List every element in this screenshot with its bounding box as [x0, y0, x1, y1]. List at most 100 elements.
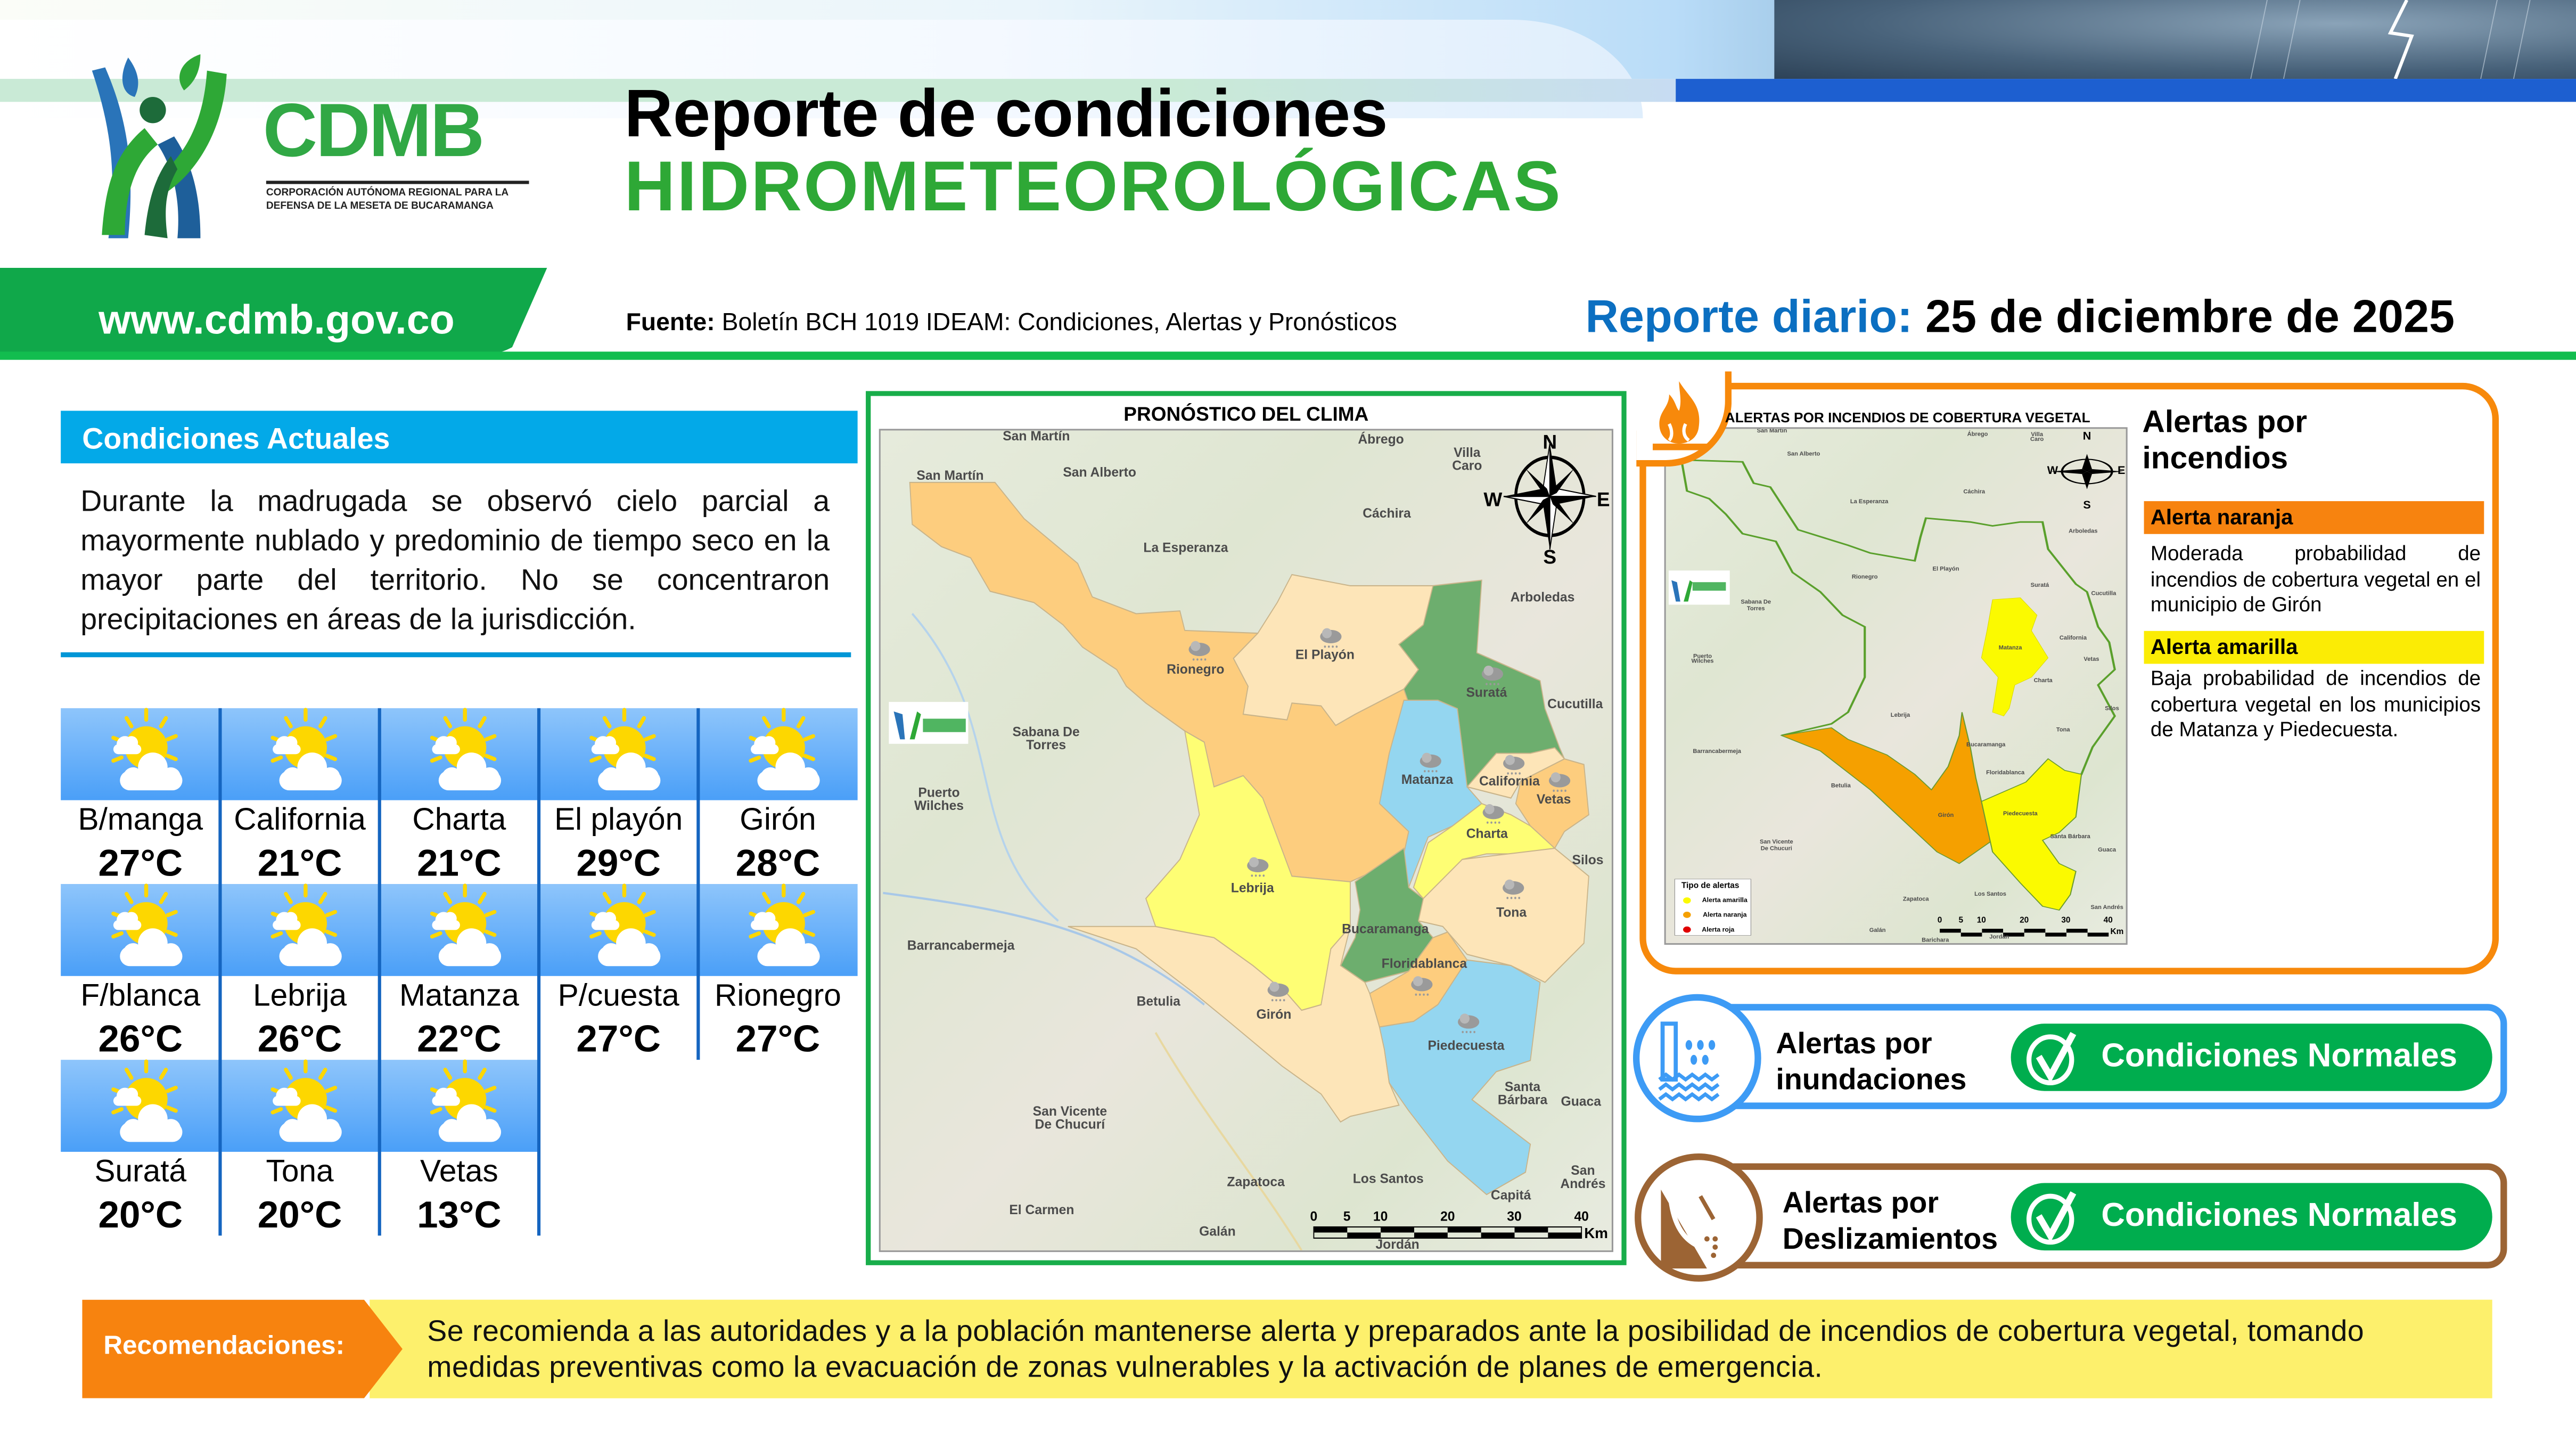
- fire-alerts-map[interactable]: San Martín Ábrego Villa Caro San Alberto Các…: [1664, 427, 2128, 945]
- map-place-label: San Alberto: [1063, 464, 1136, 480]
- city-temperature: 21°C: [257, 841, 342, 884]
- city-name: Matanza: [399, 979, 519, 1014]
- map-place-label: Suratá: [2030, 581, 2049, 588]
- weather-map[interactable]: San Martín San Martín San Alberto Ábrego Vil…: [879, 429, 1613, 1252]
- region-el-playon[interactable]: [1233, 574, 1434, 726]
- city-temperature: 13°C: [417, 1193, 502, 1236]
- flood-status-badge: Condiciones Normales: [2011, 1024, 2492, 1091]
- rain-cloud-icon: [1503, 755, 1525, 775]
- rain-cloud-icon: [1267, 981, 1289, 1002]
- orange-alert-text: Moderada probabilidad de incendios de co…: [2150, 542, 2481, 617]
- map-place-label: 40: [2103, 916, 2113, 926]
- flood-icon-badge: [1632, 994, 1761, 1123]
- weather-card: Charta 21°C: [379, 708, 539, 884]
- scale-bar-segment: [1314, 1227, 1348, 1233]
- river-line: [1154, 1032, 1303, 1251]
- map-place-label: Barichara: [1922, 936, 1949, 944]
- storm-sky-image: [1774, 0, 2576, 80]
- header-blue-band: [1676, 79, 2576, 102]
- scale-bar-segment: [1481, 1232, 1515, 1238]
- map-place-label: Sabana De Torres: [1012, 724, 1080, 753]
- region-matanza[interactable]: [1379, 699, 1483, 889]
- region-lebrija[interactable]: [1145, 730, 1351, 1011]
- map-place-label: 5: [1958, 916, 1964, 926]
- jurisdiction-boundary: [1680, 459, 2116, 775]
- landslide-icon-badge: [1635, 1153, 1763, 1282]
- flood-status-text: Condiciones Normales: [2101, 1038, 2458, 1075]
- scale-bar-segment: [1381, 1227, 1414, 1233]
- fire-region-giron[interactable]: [1779, 712, 1993, 864]
- page-title: Reporte de condiciones: [624, 75, 1388, 151]
- city-name: Vetas: [420, 1155, 498, 1190]
- map-place-label: S: [1543, 545, 1557, 569]
- fire-icon-badge: [1636, 371, 1732, 467]
- map-place-label: Sabana De Torres: [1741, 599, 1771, 611]
- source-label: Fuente:: [626, 309, 715, 337]
- map-place-label: Jordán: [1375, 1237, 1420, 1251]
- current-conditions-divider: [61, 652, 851, 658]
- rain-cloud-icon: [1188, 641, 1210, 661]
- report-date: Reporte diario: 25 de diciembre de 2025: [1586, 291, 2455, 343]
- map-place-label: Piedecuesta: [1428, 1038, 1505, 1053]
- weather-icon-area: [220, 1059, 380, 1152]
- map-place-label: S: [2083, 501, 2091, 512]
- landslide-title-line1: Alertas por: [1782, 1186, 1939, 1219]
- scale-bar-segment: [1940, 929, 1961, 933]
- website-tab: [0, 267, 547, 355]
- map-place-label: San Vicente De Chucurí: [1032, 1104, 1107, 1133]
- city-temperature: 22°C: [417, 1017, 502, 1060]
- map-place-label: Jordán: [1989, 934, 2009, 941]
- map-place-label: 0: [1937, 916, 1942, 926]
- city-name: Suratá: [94, 1155, 187, 1190]
- map-place-label: Bucaramanga: [1966, 740, 2006, 748]
- weather-grid: B/manga 27°C California 21°C Charta 21°C El pl…: [61, 708, 858, 1236]
- scale-bar-segment: [2024, 929, 2046, 933]
- city-name: F/blanca: [80, 979, 201, 1014]
- map-place-label: Vetas: [1536, 792, 1571, 808]
- region-tona[interactable]: [1417, 847, 1589, 983]
- region-piedecuesta[interactable]: [1379, 959, 1541, 1196]
- orange-alert-label: Alerta naranja: [2144, 501, 2484, 534]
- logo-subtitle: CORPORACIÓN AUTÓNOMA REGIONAL PARA LA DE…: [266, 181, 529, 214]
- map-place-label: La Esperanza: [1850, 498, 1889, 505]
- weather-icon-area: [61, 708, 220, 800]
- map-place-label: W: [1483, 487, 1503, 511]
- map-place-label: Girón: [1938, 812, 1954, 819]
- fire-map-title: ALERTAS POR INCENDIOS DE COBERTURA VEGET…: [1725, 409, 2090, 426]
- city-name: El playón: [554, 803, 683, 838]
- weather-card: California 21°C: [220, 708, 380, 884]
- map-place-label: Los Santos: [1974, 890, 2006, 898]
- city-name: California: [234, 803, 366, 838]
- region-vetas[interactable]: [1515, 758, 1589, 849]
- map-place-label: Guaca: [1561, 1094, 1602, 1109]
- map-place-label: E: [2118, 465, 2126, 478]
- map-place-label: Rionegro: [1167, 662, 1225, 677]
- yellow-alert-label: Alerta amarilla: [2144, 631, 2484, 664]
- rain-cloud-icon: [1481, 665, 1504, 685]
- map-place-label: Rionegro: [1851, 574, 1878, 581]
- map-place-label: Barrancabermeja: [1693, 747, 1742, 755]
- fire-map-legend: [1674, 879, 1751, 936]
- map-place-label: E: [1596, 487, 1610, 511]
- partly-cloudy-icon: [270, 883, 342, 967]
- city-name: Charta: [412, 803, 506, 838]
- yellow-alert-text: Baja probabilidad de incendios de cobert…: [2150, 667, 2481, 742]
- fire-region-matanza[interactable]: [1981, 597, 2049, 717]
- map-place-label: Santa Bárbara: [1497, 1079, 1548, 1108]
- weather-card: Rionegro 27°C: [698, 883, 858, 1060]
- scale-bar-segment: [1347, 1232, 1381, 1238]
- city-name: P/cuesta: [557, 979, 679, 1014]
- river-line: [911, 612, 1059, 922]
- fire-region-piedecuesta[interactable]: [1981, 758, 2082, 911]
- weather-card: Matanza 22°C: [379, 883, 539, 1060]
- weather-card: F/blanca 26°C: [61, 883, 220, 1060]
- city-temperature: 28°C: [735, 841, 821, 884]
- map-place-label: Arboledas: [2069, 528, 2098, 535]
- rain-cloud-icon: [1458, 1013, 1480, 1034]
- map-place-label: Lebrija: [1230, 881, 1274, 896]
- map-place-label: Km: [1584, 1225, 1609, 1242]
- map-place-label: Puerto Wilches: [1691, 652, 1714, 665]
- website-link[interactable]: www.cdmb.gov.co: [99, 297, 455, 343]
- map-place-label: El Playón: [1295, 648, 1355, 663]
- weather-card: Tona 20°C: [220, 1059, 380, 1235]
